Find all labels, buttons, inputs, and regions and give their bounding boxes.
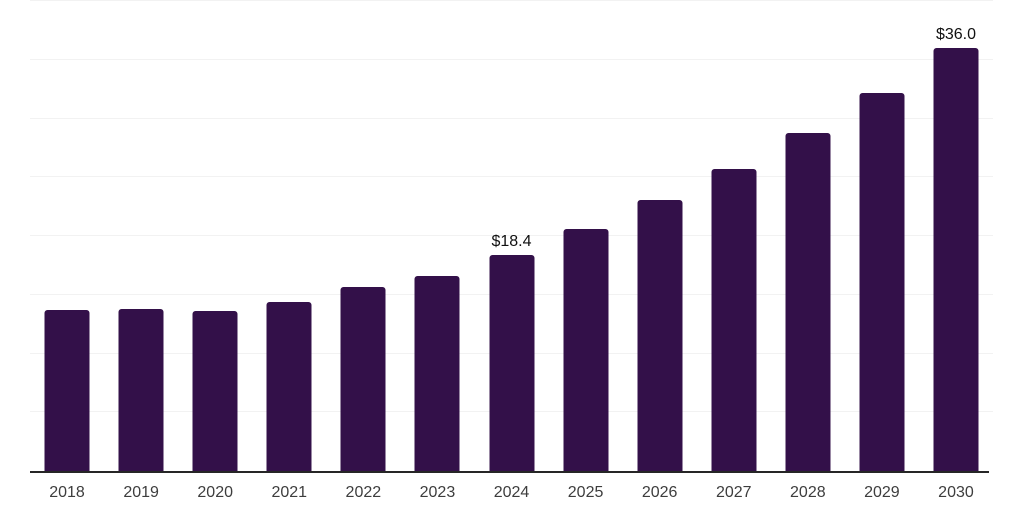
bar-2019 <box>118 308 164 471</box>
gridline <box>30 58 993 60</box>
bar-slot <box>845 1 919 471</box>
bar-2020 <box>192 311 238 471</box>
x-tick-label-2030: 2030 <box>938 484 974 501</box>
x-tick-label-2018: 2018 <box>49 484 85 501</box>
data-label-2030: $36.0 <box>935 26 976 43</box>
bar-2023 <box>414 275 460 471</box>
bar-slot <box>771 1 845 471</box>
x-tick-label-2023: 2023 <box>419 484 456 501</box>
x-tick-label-2024: 2024 <box>493 484 530 501</box>
bar-slot: $18.4 <box>474 1 548 471</box>
x-tick-label-2019: 2019 <box>123 484 159 501</box>
bar-slot <box>623 1 697 471</box>
x-tick-label-2021: 2021 <box>271 484 308 501</box>
gridline <box>30 0 993 1</box>
bar-slot <box>104 1 178 471</box>
bar-slot <box>252 1 326 471</box>
x-tick-label-2026: 2026 <box>641 484 678 501</box>
bar-2028 <box>785 132 831 471</box>
x-tick-label-2028: 2028 <box>790 484 826 501</box>
bar-slot <box>326 1 400 471</box>
bar-slot <box>549 1 623 471</box>
x-tick-label-2020: 2020 <box>197 484 233 501</box>
plot-area: $18.4 $36.0 <box>30 0 993 471</box>
bar-2029 <box>859 92 905 471</box>
x-tick-label-2029: 2029 <box>864 484 900 501</box>
gridline <box>30 117 993 119</box>
bar-2024 <box>489 254 534 471</box>
data-label-2024: $18.4 <box>491 232 532 250</box>
bar-2022 <box>340 286 386 471</box>
bar-2027 <box>711 169 757 471</box>
bar-slot: $36.0 <box>919 1 993 471</box>
x-axis-line <box>30 471 989 473</box>
bar-2030 <box>933 48 979 471</box>
bar-2026 <box>637 199 683 471</box>
bar-2018 <box>44 310 90 471</box>
x-axis-labels: 2018 2019 2020 2021 2022 2023 2024 2025 2026 2027… <box>30 484 993 502</box>
bar-2021 <box>266 301 312 471</box>
x-tick-label-2025: 2025 <box>567 484 604 501</box>
bar-slot <box>697 1 771 471</box>
gridline <box>30 176 993 178</box>
bar-slot <box>178 1 252 471</box>
bar-slot <box>30 1 104 471</box>
x-tick-label-2027: 2027 <box>715 484 752 501</box>
x-tick-label-2022: 2022 <box>345 484 382 501</box>
bar-2025 <box>563 228 609 471</box>
gridline <box>30 235 993 236</box>
bars-container: $18.4 $36.0 <box>30 1 993 471</box>
bar-slot <box>400 1 474 471</box>
